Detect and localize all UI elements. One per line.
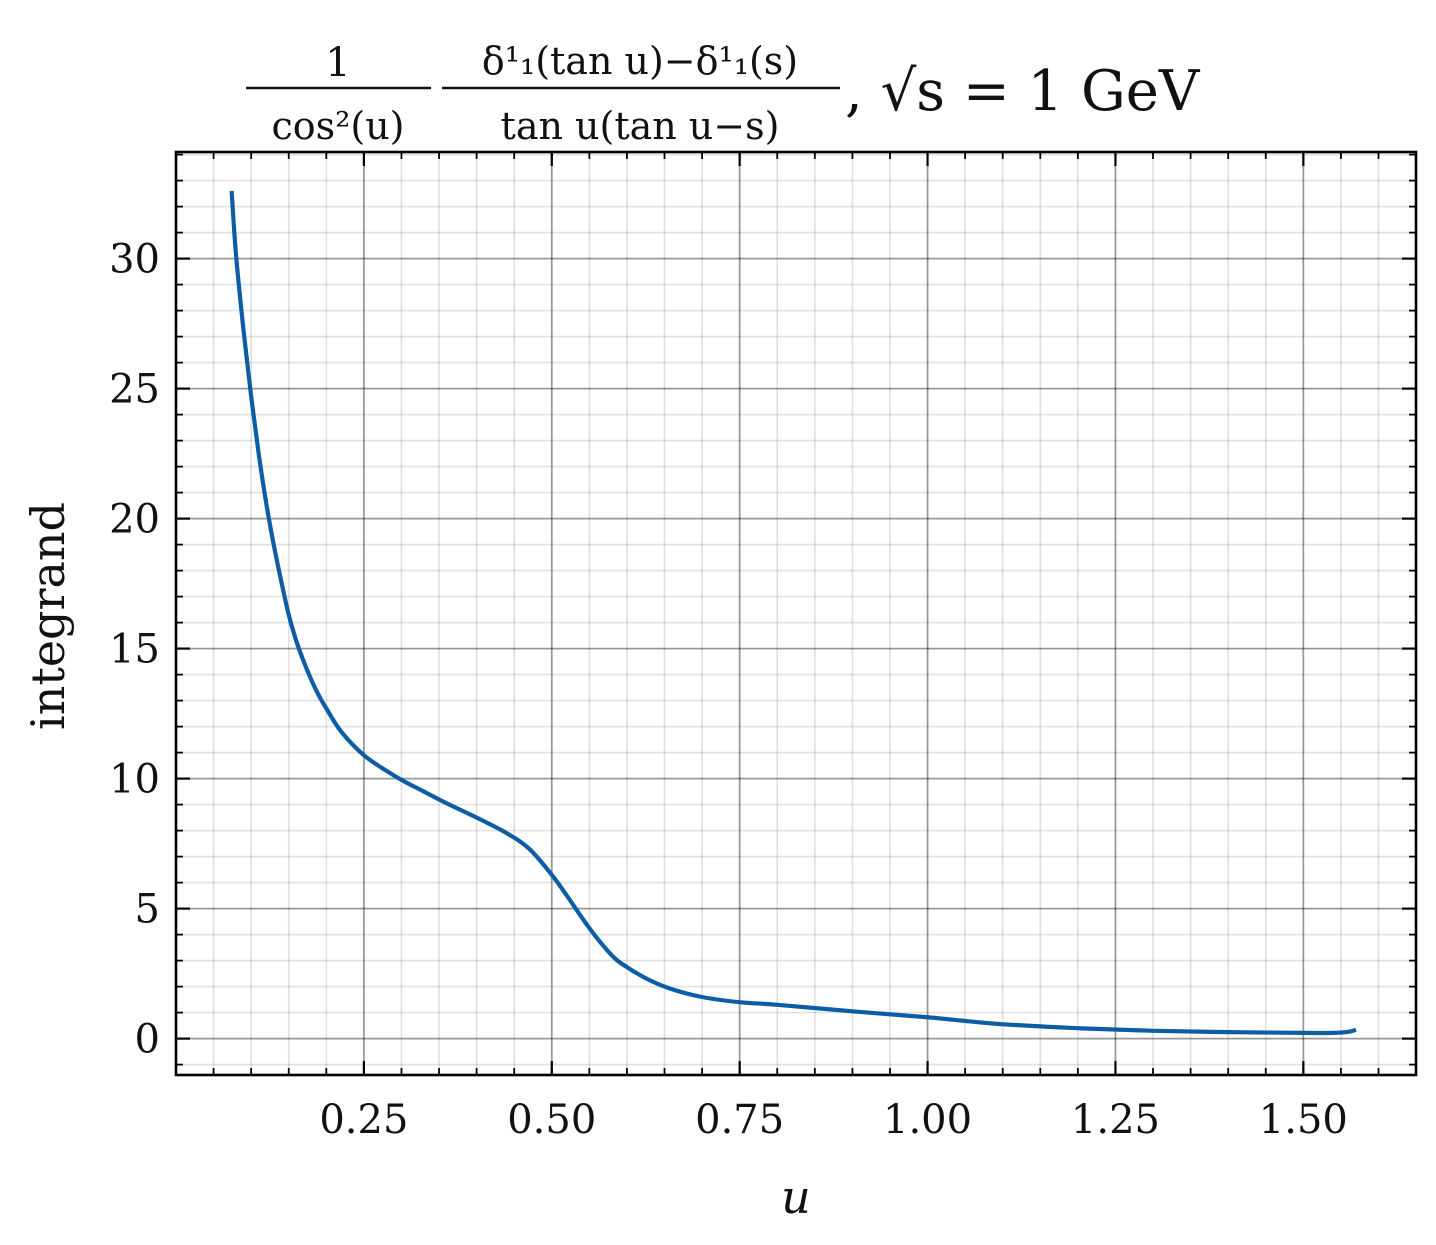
y-tick-label: 10 (109, 757, 160, 803)
series-line-0 (229, 190, 1357, 1036)
y-tick-label: 5 (135, 887, 160, 933)
tick-labels: 0.25 0.50 0.75 1.00 1.25 1.50 0 5 10 15 20 25 30 (109, 237, 1348, 1143)
title-frac2-denominator: tan u(tan u−s) (501, 104, 780, 148)
major-grid (176, 152, 1416, 1075)
title-frac1-numerator: 1 (325, 40, 350, 86)
title-frac2-numerator: δ¹₁(tan u)−δ¹₁(s) (482, 39, 798, 83)
chart-title: 1 cos²(u) δ¹₁(tan u)−δ¹₁(s) tan u(tan u−… (246, 39, 1201, 148)
x-tick-label: 1.25 (1071, 1097, 1160, 1143)
x-axis-label: u (781, 1170, 811, 1224)
y-tick-label: 20 (109, 497, 160, 543)
y-tick-label: 0 (135, 1017, 160, 1063)
x-tick-label: 0.50 (507, 1097, 596, 1143)
y-tick-label: 15 (109, 627, 160, 673)
y-tick-label: 25 (109, 367, 160, 413)
x-tick-label: 1.50 (1259, 1097, 1348, 1143)
title-suffix: , √s = 1 GeV (845, 59, 1201, 124)
ticks-layer (175, 152, 1416, 1075)
title-frac1-denominator: cos²(u) (271, 104, 404, 148)
y-tick-label: 30 (109, 237, 160, 283)
x-tick-label: 1.00 (883, 1097, 972, 1143)
minor-grid (175, 152, 1416, 1075)
y-axis-label: integrand (21, 502, 75, 730)
plot-frame (174, 150, 1418, 1077)
x-tick-label: 0.25 (319, 1097, 408, 1143)
x-tick-label: 0.75 (695, 1097, 784, 1143)
series-layer (229, 190, 1357, 1036)
